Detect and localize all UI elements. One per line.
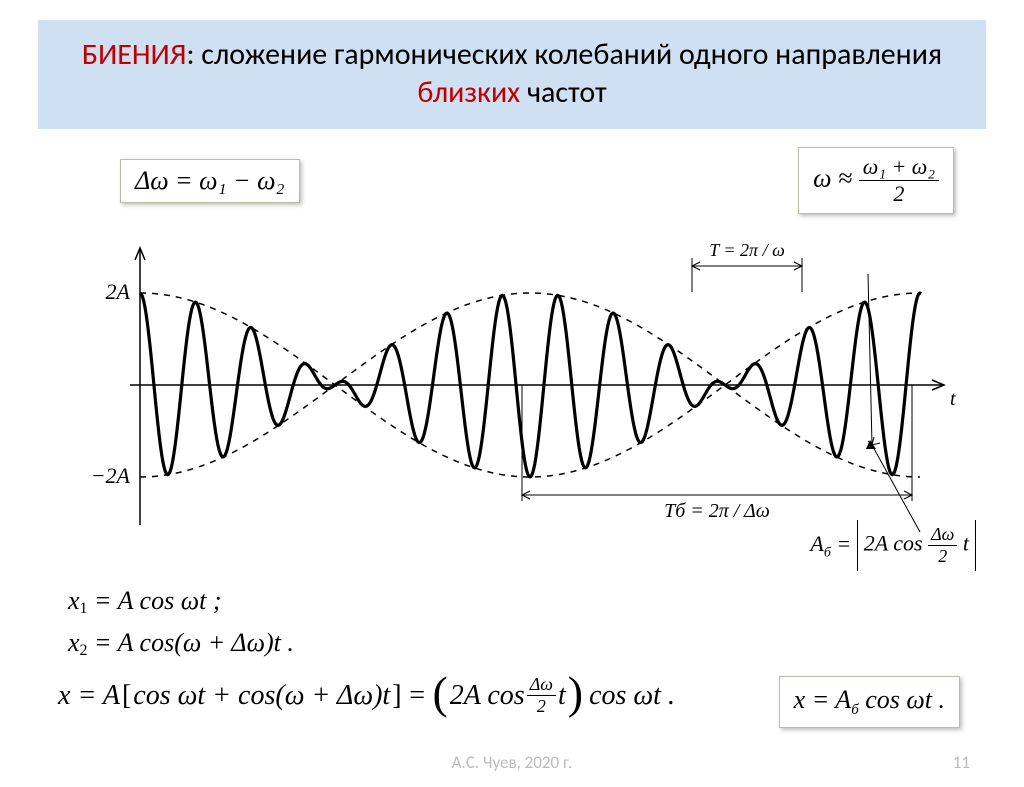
beats-chart-svg: 2A −2A t T = 2π / ω Tб = 2π / Δω: [78, 220, 966, 550]
footer-page: 11: [953, 752, 970, 773]
svg-text:−2A: −2A: [91, 463, 131, 488]
formula-omega-avg: ω ≈ ω₁ + ω₂ 2: [798, 147, 954, 214]
svg-text:Tб = 2π / Δω: Tб = 2π / Δω: [664, 500, 770, 522]
equation-main: x = A [cos ωt + cos(ω + Δω)t] = ( 2A cos…: [58, 674, 675, 717]
title-after-1: : сложение гармонических колебаний одног…: [186, 36, 942, 73]
eq-x1: x1 = A cos ωt ;: [68, 580, 294, 622]
equation-amplitude: Aб = 2A cos Δω 2 t: [810, 520, 976, 571]
eq-main-lhs: x = A: [58, 680, 120, 712]
slide-title: БИЕНИЯ: сложение гармонических колебаний…: [38, 20, 986, 129]
formula-delta-omega: Δω = ω₁ − ω₂: [120, 159, 300, 203]
eq-x2: x2 = A cos(ω + Δω)t .: [68, 622, 294, 664]
slide-footer: А.С. Чуев, 2020 г. 11: [0, 752, 1024, 773]
eq-ab-den: 2: [928, 546, 957, 567]
title-after-2: частот: [520, 74, 606, 111]
eq-main-p2: t: [558, 680, 566, 712]
eq-main-tail: cos ωt .: [589, 680, 675, 712]
footer-author: А.С. Чуев, 2020 г.: [452, 752, 573, 773]
beats-chart: 2A −2A t T = 2π / ω Tб = 2π / Δω: [78, 220, 966, 550]
eq-main-num: Δω: [527, 674, 556, 696]
eq-main-den: 2: [527, 696, 556, 717]
eq-ab-lhs: Aб =: [810, 531, 851, 556]
svg-text:t: t: [950, 388, 956, 410]
eq-ab-inner2: t: [963, 531, 969, 556]
eq-ab-inner1: 2A cos: [864, 531, 923, 556]
eq-main-p1: 2A cos: [450, 680, 525, 712]
formula-wavg-lhs: ω ≈: [813, 163, 852, 192]
eq-main-eq: =: [408, 680, 427, 712]
formula-wavg-num: ω₁ + ω₂: [859, 154, 939, 181]
equation-result-box: x = Aб cos ωt .: [779, 676, 960, 728]
equations-x1-x2: x1 = A cos ωt ; x2 = A cos(ω + Δω)t .: [68, 580, 294, 663]
svg-text:2A: 2A: [106, 279, 131, 304]
formula-wavg-den: 2: [859, 181, 939, 207]
title-word-1: БИЕНИЯ: [82, 36, 187, 73]
eq-ab-num: Δω: [928, 524, 957, 546]
title-word-2: близких: [417, 74, 520, 111]
formula-row: Δω = ω₁ − ω₂ ω ≈ ω₁ + ω₂ 2: [120, 147, 954, 214]
svg-text:T = 2π / ω: T = 2π / ω: [709, 240, 785, 260]
formula-dw-text: Δω = ω₁ − ω₂: [135, 166, 285, 195]
